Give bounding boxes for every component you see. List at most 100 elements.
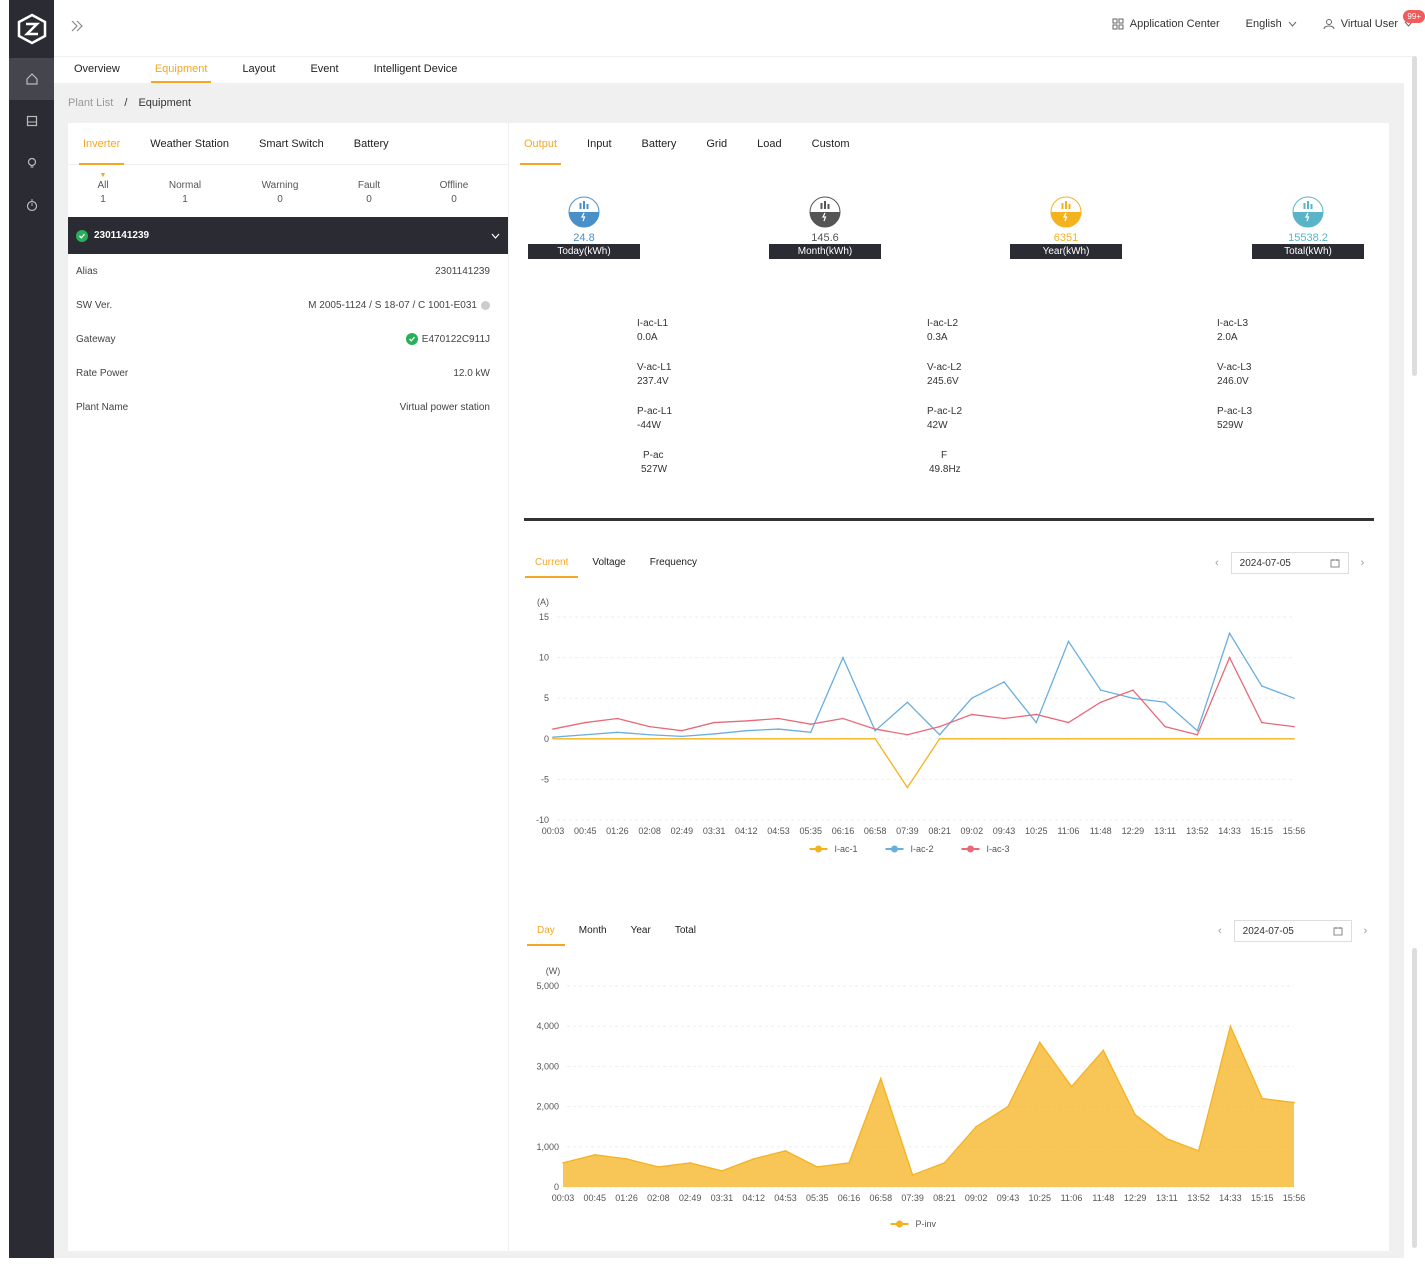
breadcrumb-current: Equipment	[138, 97, 192, 109]
chevron-down-icon[interactable]	[491, 233, 500, 239]
detail-tabs: Output Input Battery Grid Load Custom	[509, 123, 1389, 165]
status-label: Warning	[261, 180, 299, 191]
current-date-input[interactable]: 2024-07-05	[1230, 552, 1349, 574]
tab-input[interactable]: Input	[587, 138, 612, 150]
expand-sidebar-button[interactable]	[70, 20, 84, 35]
tab-day[interactable]: Day	[527, 925, 565, 946]
data-point	[1038, 1041, 1041, 1044]
nav-timer[interactable]	[9, 184, 54, 226]
current-date-picker: ‹ 2024-07-05 ›	[1215, 552, 1364, 574]
chevron-down-icon	[1404, 21, 1413, 27]
tab-weather-station[interactable]: Weather Station	[150, 137, 229, 150]
scrollbar[interactable]	[1412, 56, 1417, 376]
data-point	[938, 738, 941, 740]
grid-icon	[1112, 18, 1124, 30]
device-serial: 2301141239	[94, 230, 150, 241]
nav-ideas[interactable]	[9, 142, 54, 184]
check-circle-icon	[76, 229, 88, 242]
application-center-link[interactable]: Application Center	[1112, 18, 1220, 30]
tab-inverter[interactable]: Inverter	[78, 123, 125, 165]
tab-output[interactable]: Output	[519, 123, 562, 165]
x-tick-label: 12:29	[1124, 1193, 1147, 1203]
tab-equipment[interactable]: Equipment	[150, 57, 212, 83]
tab-total[interactable]: Total	[674, 925, 696, 936]
data-point	[552, 738, 554, 740]
tab-overview[interactable]: Overview	[74, 63, 120, 75]
tab-year[interactable]: Year	[630, 925, 651, 936]
data-point	[1099, 689, 1102, 691]
data-point	[943, 1162, 946, 1164]
status-all[interactable]: ▼ All 1	[68, 172, 138, 217]
tab-intelligent-device[interactable]: Intelligent Device	[373, 63, 458, 75]
data-point	[1164, 738, 1166, 740]
tab-custom[interactable]: Custom	[811, 138, 850, 150]
x-tick-label: 13:52	[1187, 1193, 1210, 1203]
tab-current[interactable]: Current	[524, 557, 579, 578]
tab-layout[interactable]: Layout	[242, 63, 276, 75]
tab-month[interactable]: Month	[578, 925, 607, 936]
data-point	[657, 1166, 660, 1168]
data-point	[681, 735, 683, 738]
tab-event[interactable]: Event	[310, 63, 339, 75]
tab-frequency[interactable]: Frequency	[649, 557, 697, 568]
tab-battery[interactable]: Battery	[353, 137, 389, 150]
nav-home[interactable]	[9, 58, 54, 100]
device-type-tabs: Inverter Weather Station Smart Switch Ba…	[68, 123, 508, 165]
breadcrumb-separator: /	[124, 97, 128, 109]
prev-day-button[interactable]: ‹	[1218, 925, 1222, 937]
data-point	[1260, 685, 1263, 687]
power-date-input[interactable]: 2024-07-05	[1233, 920, 1352, 942]
prop-label: Alias	[76, 265, 98, 277]
energy-summary: 24.8 Today(kWh) 145.6 Month(kWh) 6351 Year(kW…	[509, 165, 1389, 305]
tab-load[interactable]: Load	[757, 138, 782, 150]
x-tick-label: 11:06	[1058, 826, 1080, 836]
data-point	[681, 729, 683, 732]
x-tick-label: 08:21	[933, 1193, 956, 1203]
status-count: 1	[100, 194, 106, 205]
meas-value: 49.8Hz	[929, 464, 961, 475]
scrollbar[interactable]	[1412, 948, 1417, 1248]
tab-battery-detail[interactable]: Battery	[641, 138, 677, 150]
status-warning[interactable]: Warning 0	[232, 173, 328, 217]
x-tick-label: 14:33	[1219, 1193, 1242, 1203]
data-point	[784, 1150, 787, 1152]
device-row-selected[interactable]: 2301141239	[68, 217, 508, 254]
status-fault[interactable]: Fault 0	[328, 173, 410, 217]
notification-badge[interactable]: 99+	[1403, 10, 1425, 23]
tab-grid[interactable]: Grid	[706, 138, 728, 150]
data-point	[616, 717, 619, 720]
meas-label: I-ac-L1	[637, 318, 669, 329]
prev-day-button[interactable]: ‹	[1215, 557, 1219, 569]
status-offline[interactable]: Offline 0	[410, 173, 498, 217]
legend-item: I-ac-1	[809, 844, 858, 854]
nav-reports[interactable]	[9, 100, 54, 142]
x-tick-label: 07:39	[896, 826, 919, 836]
logo-icon	[17, 13, 46, 45]
data-point	[713, 721, 715, 724]
prop-alias: Alias 2301141239	[68, 254, 508, 288]
data-point	[1035, 713, 1038, 716]
power-chart-tabs: Day Month Year Total	[527, 925, 720, 946]
data-point	[1164, 725, 1166, 728]
next-day-button[interactable]: ›	[1363, 925, 1368, 937]
x-tick-label: 06:16	[832, 826, 855, 836]
next-day-button[interactable]: ›	[1360, 557, 1365, 569]
user-menu[interactable]: Virtual User 99+	[1323, 10, 1425, 30]
tab-voltage[interactable]: Voltage	[592, 557, 626, 568]
x-tick-label: 04:12	[742, 1193, 765, 1203]
tab-smart-switch[interactable]: Smart Switch	[258, 137, 324, 150]
language-select[interactable]: English	[1246, 18, 1297, 30]
data-point	[777, 717, 780, 720]
data-point	[1260, 738, 1263, 740]
x-tick-label: 03:31	[703, 826, 726, 836]
app-logo[interactable]	[9, 0, 54, 58]
x-tick-label: 11:48	[1092, 1193, 1114, 1203]
status-normal[interactable]: Normal 1	[138, 173, 232, 217]
meas-label: V-ac-L2	[927, 362, 962, 373]
data-point	[1132, 697, 1134, 699]
data-point	[1196, 729, 1199, 732]
info-icon[interactable]	[481, 300, 490, 310]
breadcrumb-plant-list[interactable]: Plant List	[68, 97, 114, 109]
data-point	[1229, 1025, 1232, 1027]
y-tick-label: 10	[539, 653, 549, 663]
